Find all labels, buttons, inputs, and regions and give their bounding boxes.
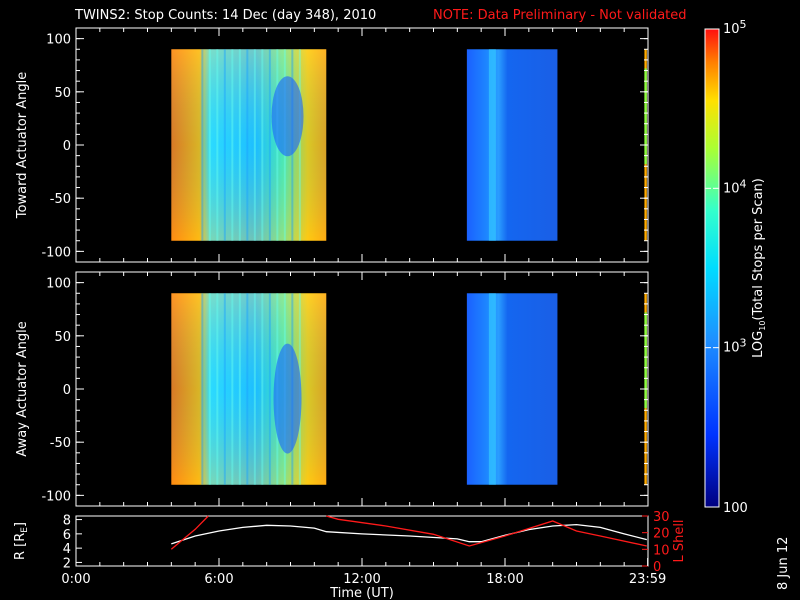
- heat-block-edge-mid: [644, 68, 647, 165]
- ylabel-lshell: L Shell: [672, 519, 687, 562]
- heat-block-edge-mid: [644, 312, 647, 409]
- heat-block-low: [466, 49, 558, 241]
- xtick-label-time: 23:59: [629, 572, 666, 587]
- heat-streak: [216, 293, 219, 485]
- ytick-label: -50: [50, 436, 71, 451]
- ytick-label-lshell: 20: [653, 527, 670, 542]
- heat-block-high-shade: [171, 49, 327, 241]
- ytick-label: 50: [54, 330, 71, 345]
- ytick-label: -100: [41, 489, 71, 504]
- colorbar-tick-label: 105: [723, 18, 747, 37]
- ytick-label: -50: [50, 192, 71, 207]
- heatmap-toward: [171, 49, 647, 241]
- heat-streak: [223, 293, 226, 485]
- datestamp: 8 Jun 12: [776, 537, 791, 590]
- xtick-label-time: 18:00: [486, 572, 523, 587]
- lshell-line: [170, 515, 647, 550]
- heat-streak: [201, 49, 204, 241]
- heat-streak: [488, 293, 496, 485]
- colorbar-label: LOG10(Total Stops per Scan): [751, 178, 767, 358]
- chart-note: NOTE: Data Preliminary - Not validated: [433, 8, 687, 23]
- ytick-label-radius: 2: [63, 556, 71, 571]
- ylabel-radius: R [RE]: [13, 522, 30, 560]
- xtick-label-time: 6:00: [204, 572, 233, 587]
- colorbar-ticks: 105 104 103 100: [705, 18, 748, 516]
- colorbar-tick-label: 100: [723, 501, 748, 516]
- heat-streak: [208, 49, 211, 241]
- heat-streak: [298, 49, 301, 241]
- ytick-label: -100: [41, 245, 71, 260]
- ytick-label: 50: [54, 86, 71, 101]
- ytick-label: 100: [46, 277, 71, 292]
- panel-toward-frame: [75, 27, 649, 263]
- ytick-label-radius: 4: [63, 542, 71, 557]
- radius-line: [171, 523, 647, 545]
- heat-streak: [223, 49, 226, 241]
- heat-streak: [246, 49, 249, 241]
- heat-block-low: [466, 293, 558, 485]
- heat-block-high-shade: [171, 293, 327, 485]
- ytick-label: 0: [63, 383, 71, 398]
- heat-streak: [216, 49, 219, 241]
- ytick-label: 100: [46, 33, 71, 48]
- colorbar-tick-label: 103: [723, 337, 747, 356]
- heat-streak: [238, 49, 241, 241]
- xtick-label-time: 0:00: [61, 572, 90, 587]
- heat-streak: [238, 293, 241, 485]
- ytick-label-radius: 8: [63, 514, 71, 529]
- xlabel-time: Time (UT): [329, 586, 394, 600]
- heat-streak: [261, 49, 264, 241]
- ylabel-away: Away Actuator Angle: [15, 321, 30, 456]
- colorbar: [704, 28, 720, 508]
- heat-streak: [268, 49, 271, 241]
- heat-streak: [261, 293, 264, 485]
- ytick-label: 0: [63, 139, 71, 154]
- heat-low-region: [273, 343, 302, 454]
- heat-streak: [231, 293, 234, 485]
- heat-streak: [488, 49, 496, 241]
- xtick-label-time: 12:00: [343, 572, 380, 587]
- heat-streak: [253, 293, 256, 485]
- heat-streak: [231, 49, 234, 241]
- ytick-label-lshell: 10: [653, 543, 670, 558]
- colorbar-tick-label: 104: [723, 177, 747, 196]
- panel-away-frame: [75, 271, 649, 507]
- heat-streak: [201, 293, 204, 485]
- heat-low-region: [271, 76, 304, 157]
- ylabel-toward: Toward Actuator Angle: [15, 72, 30, 219]
- heat-streak: [246, 293, 249, 485]
- ytick-label-lshell: 30: [653, 510, 670, 525]
- heat-streak: [268, 293, 271, 485]
- heat-streak: [253, 49, 256, 241]
- heat-streak: [208, 293, 211, 485]
- heatmap-away: [171, 293, 647, 485]
- ytick-label-radius: 6: [63, 528, 71, 543]
- chart-title: TWINS2: Stop Counts: 14 Dec (day 348), 2…: [74, 8, 376, 23]
- orbit-lines: [170, 515, 647, 550]
- ytick-label-lshell: 0: [653, 560, 661, 575]
